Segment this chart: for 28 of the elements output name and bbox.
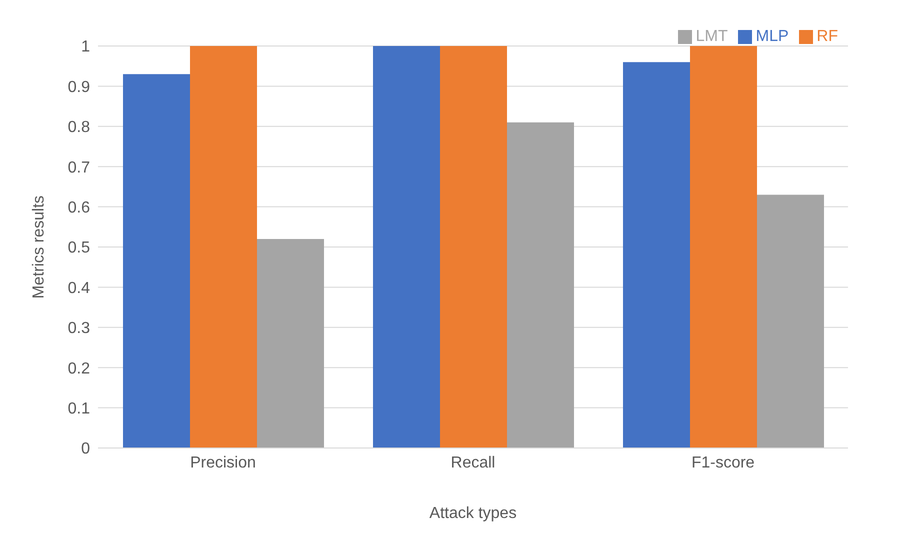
y-tick-label: 0.5 <box>68 240 90 257</box>
legend-label: RF <box>816 28 838 45</box>
y-tick-label: 1 <box>81 38 90 56</box>
bar <box>507 122 574 448</box>
x-tick-label: Recall <box>450 454 496 472</box>
y-tick-label: 0.1 <box>68 400 90 418</box>
bar <box>440 46 507 448</box>
y-tick-label: 0.9 <box>68 78 90 96</box>
y-tick-label: 0.2 <box>68 360 90 378</box>
x-axis-title: Attack types <box>429 505 517 522</box>
legend-label: LMT <box>696 28 728 45</box>
legend-label: MLP <box>756 28 789 45</box>
bar <box>623 62 690 448</box>
bar <box>690 46 757 448</box>
y-tick-label: 0.6 <box>68 199 90 216</box>
y-tick-label: 0 <box>81 440 90 458</box>
y-tick-label: 0.4 <box>68 280 90 297</box>
bar <box>123 74 190 448</box>
y-tick-label: 0.3 <box>68 320 90 338</box>
x-tick-label: F1-score <box>691 454 755 472</box>
y-tick-label: 0.7 <box>68 159 90 176</box>
y-tick-label: 0.8 <box>68 119 90 136</box>
x-tick-label: Precision <box>190 454 256 472</box>
bar <box>373 46 440 448</box>
bar <box>257 238 324 448</box>
bar <box>757 194 824 448</box>
bar <box>190 46 257 448</box>
y-axis-title: Metrics results <box>30 195 48 299</box>
